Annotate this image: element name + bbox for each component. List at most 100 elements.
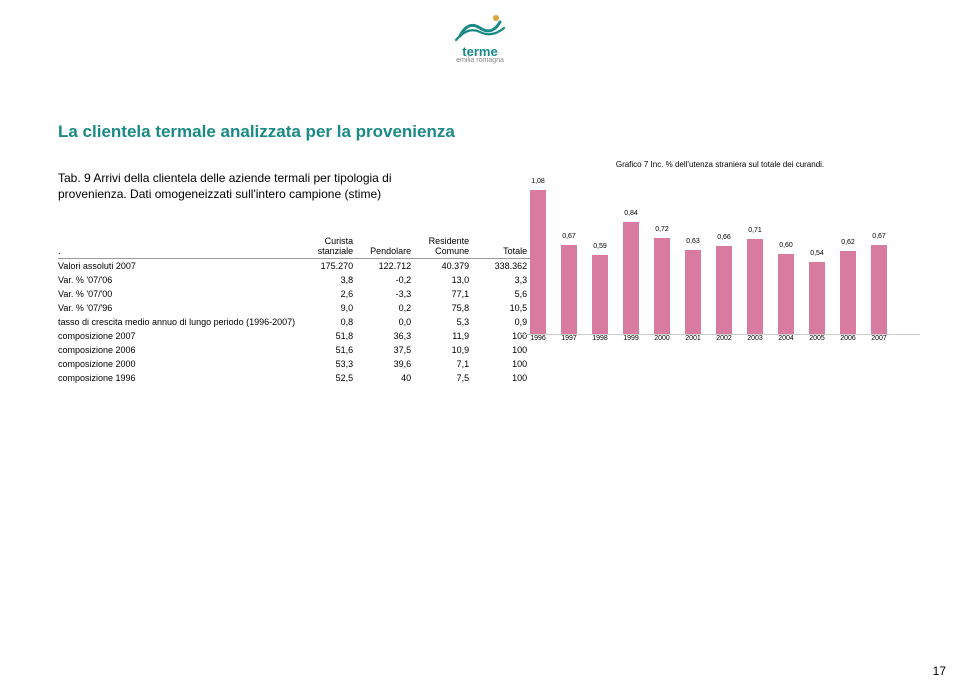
table-cell: 11,9 [417, 329, 475, 343]
bar: 0,67 [871, 245, 887, 334]
bar: 0,66 [716, 246, 732, 334]
x-label: 2006 [836, 335, 860, 342]
table-cell: Var. % '07/'06 [58, 273, 301, 287]
bar-value-label: 0,62 [840, 239, 856, 246]
bar: 0,60 [778, 254, 794, 334]
bar-value-label: 0,84 [623, 210, 639, 217]
table-cell: 100 [475, 371, 533, 385]
bar-value-label: 0,66 [716, 234, 732, 241]
table-cell: 37,5 [359, 343, 417, 357]
x-label: 2004 [774, 335, 798, 342]
table-row: composizione 199652,5407,5100 [58, 371, 533, 385]
x-label: 2007 [867, 335, 891, 342]
x-label: 1998 [588, 335, 612, 342]
chart-title: Grafico 7 Inc. % dell'utenza straniera s… [520, 160, 920, 169]
bar-rect [809, 262, 825, 334]
table-row: Var. % '07/'002,6-3,377,15,6 [58, 287, 533, 301]
table-cell: 0,0 [359, 315, 417, 329]
table-cell: composizione 2006 [58, 343, 301, 357]
table-row: composizione 200053,339,67,1100 [58, 357, 533, 371]
x-label: 2000 [650, 335, 674, 342]
bar: 0,72 [654, 238, 670, 334]
table-cell: 40 [359, 371, 417, 385]
bar: 0,67 [561, 245, 577, 334]
table-cell: tasso di crescita medio annuo di lungo p… [58, 315, 301, 329]
bar-rect [778, 254, 794, 334]
table-row: Var. % '07/'969,00,275,810,5 [58, 301, 533, 315]
table-cell: 0,2 [359, 301, 417, 315]
logo: terme emilia romagna [450, 12, 510, 64]
x-label: 2001 [681, 335, 705, 342]
table-cell: 75,8 [417, 301, 475, 315]
table-cell: 36,3 [359, 329, 417, 343]
bar-value-label: 0,67 [871, 233, 887, 240]
table-cell: 51,8 [301, 329, 359, 343]
bar-rect [871, 245, 887, 334]
table-cell: Var. % '07/'96 [58, 301, 301, 315]
table-cell: 3,8 [301, 273, 359, 287]
x-label: 1997 [557, 335, 581, 342]
table-cell: 9,0 [301, 301, 359, 315]
page-number: 17 [933, 664, 946, 678]
table-row: composizione 200651,637,510,9100 [58, 343, 533, 357]
bar: 0,71 [747, 239, 763, 334]
table-cell: 13,0 [417, 273, 475, 287]
x-label: 2003 [743, 335, 767, 342]
chart-x-axis: 1996 1997 1998 1999 2000 2001 2002 2003 2004 2005… [520, 335, 920, 349]
table-cell: composizione 2007 [58, 329, 301, 343]
x-label: 2002 [712, 335, 736, 342]
x-label: 1996 [526, 335, 550, 342]
bar: 0,63 [685, 250, 701, 334]
data-table: .CuristastanzialePendolareResidenteComun… [58, 234, 533, 385]
table-cell: 2,6 [301, 287, 359, 301]
bar-rect [716, 246, 732, 334]
table-header: Pendolare [359, 234, 417, 259]
x-label: 2005 [805, 335, 829, 342]
bar-value-label: 0,71 [747, 227, 763, 234]
table-caption: Tab. 9 Arrivi della clientela delle azie… [58, 170, 458, 202]
table-cell: -3,3 [359, 287, 417, 301]
page-title: La clientela termale analizzata per la p… [58, 122, 455, 142]
bar-value-label: 0,67 [561, 233, 577, 240]
bar-rect [561, 245, 577, 334]
table-cell: 5,3 [417, 315, 475, 329]
bar-chart: Grafico 7 Inc. % dell'utenza straniera s… [520, 160, 920, 360]
table-row: composizione 200751,836,311,9100 [58, 329, 533, 343]
table-cell: 122.712 [359, 259, 417, 274]
bar: 0,62 [840, 251, 856, 334]
chart-plot-area: 1,080,670,590,840,720,630,660,710,600,54… [520, 175, 920, 335]
table-cell: composizione 2000 [58, 357, 301, 371]
table-header: ResidenteComune [417, 234, 475, 259]
bar-value-label: 0,72 [654, 226, 670, 233]
table-row: tasso di crescita medio annuo di lungo p… [58, 315, 533, 329]
bar-value-label: 0,60 [778, 242, 794, 249]
table-cell: 10,9 [417, 343, 475, 357]
table-cell: 40.379 [417, 259, 475, 274]
bar: 1,08 [530, 190, 546, 334]
logo-subtext: emilia romagna [450, 57, 510, 64]
table-cell: 175.270 [301, 259, 359, 274]
bar-rect [654, 238, 670, 334]
bar-rect [530, 190, 546, 334]
table-row: Valori assoluti 2007175.270122.71240.379… [58, 259, 533, 274]
bar-rect [592, 255, 608, 334]
table-header: Curistastanziale [301, 234, 359, 259]
bar-rect [840, 251, 856, 334]
bar-value-label: 0,54 [809, 250, 825, 257]
bar: 0,84 [623, 222, 639, 334]
table-cell: Var. % '07/'00 [58, 287, 301, 301]
table-cell: 7,1 [417, 357, 475, 371]
table-cell: 0,8 [301, 315, 359, 329]
wave-icon [450, 12, 510, 46]
table-cell: 39,6 [359, 357, 417, 371]
table-row: Var. % '07/'063,8-0,213,03,3 [58, 273, 533, 287]
bar-rect [685, 250, 701, 334]
x-label: 1999 [619, 335, 643, 342]
table-cell: 77,1 [417, 287, 475, 301]
table-cell: -0,2 [359, 273, 417, 287]
table-cell: 53,3 [301, 357, 359, 371]
table-cell: composizione 1996 [58, 371, 301, 385]
bar-rect [623, 222, 639, 334]
table-cell: 51,6 [301, 343, 359, 357]
table-cell: 52,5 [301, 371, 359, 385]
